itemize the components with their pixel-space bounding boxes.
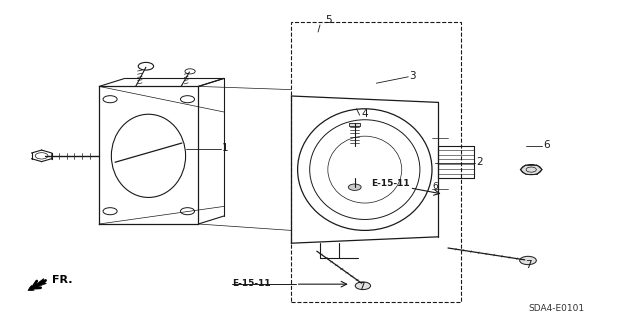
Circle shape [348,184,361,190]
Text: E-15-11: E-15-11 [232,279,270,288]
Text: 7: 7 [358,282,365,292]
Text: 6: 6 [543,140,550,150]
Bar [291,22,461,302]
Text: 5: 5 [325,15,332,25]
Text: 2: 2 [476,157,483,167]
Text: SDA4-E0101: SDA4-E0101 [529,304,585,313]
Text: 3: 3 [410,71,416,81]
Text: E-15-11: E-15-11 [371,179,410,188]
Circle shape [521,164,541,175]
Circle shape [355,282,371,290]
Text: 6: 6 [432,182,438,191]
Text: FR.: FR. [52,275,73,285]
Circle shape [520,256,536,265]
Text: 1: 1 [222,143,228,153]
Text: 7: 7 [525,260,531,270]
Bar [349,123,360,126]
Text: 4: 4 [361,109,367,119]
